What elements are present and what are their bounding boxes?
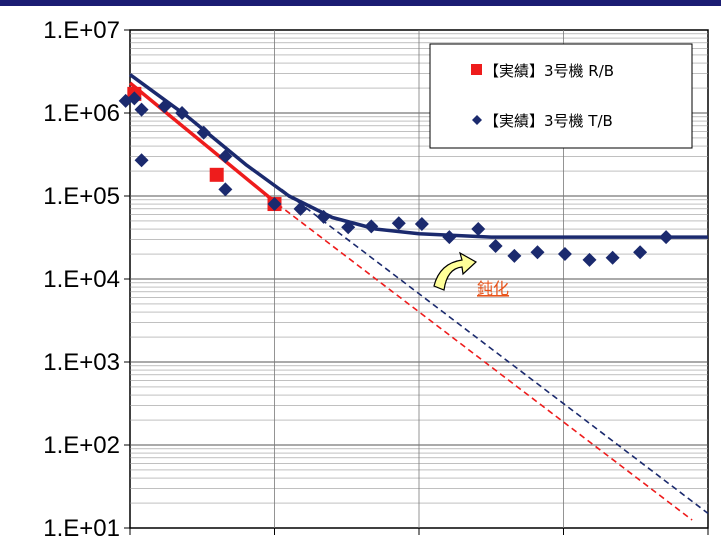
data-point-tb	[127, 91, 142, 106]
data-point-tb	[557, 247, 572, 262]
data-point-tb	[218, 149, 233, 164]
data-point-tb	[507, 248, 522, 263]
annotation-text: 鈍化	[477, 279, 509, 298]
data-point-tb	[134, 153, 149, 168]
data-point-tb	[414, 216, 429, 231]
y-tick-label: 1.E+02	[43, 432, 120, 459]
legend-marker-tb	[472, 115, 482, 125]
legend-label-tb: 【実績】3号機 T/B	[484, 112, 613, 130]
y-tick-label: 1.E+01	[43, 515, 120, 542]
legend: 【実績】3号機 R/B 【実績】3号機 T/B	[429, 43, 693, 149]
data-point-tb	[316, 209, 331, 224]
data-point-tb	[391, 216, 406, 231]
data-point-tb	[134, 102, 149, 117]
legend-label-rb: 【実績】3号機 R/B	[484, 62, 614, 80]
data-point-tb	[530, 245, 545, 260]
extrapolation-line	[276, 203, 693, 521]
data-point-tb	[267, 197, 282, 212]
data-point-tb	[471, 222, 486, 237]
legend-box	[429, 43, 693, 149]
data-point-tb	[157, 99, 172, 114]
y-tick-label: 1.E+07	[43, 17, 120, 44]
data-point-rb	[209, 167, 224, 182]
y-tick-label: 1.E+03	[43, 349, 120, 376]
y-axis: 1.E+07 1.E+06 1.E+05 1.E+04 1.E+03 1.E+02 1.E+…	[43, 17, 130, 542]
data-point-tb	[633, 245, 648, 260]
y-tick-label: 1.E+06	[43, 100, 120, 127]
data-point-tb	[605, 250, 620, 265]
trend-line	[128, 81, 279, 206]
data-point-tb	[582, 252, 597, 267]
data-point-tb	[364, 219, 379, 234]
y-tick-label: 1.E+04	[43, 266, 120, 293]
data-point-tb	[218, 182, 233, 197]
data-point-tb	[442, 230, 457, 245]
top-accent-bar	[0, 0, 721, 6]
data-point-tb	[488, 238, 503, 253]
data-point-tb	[175, 106, 190, 120]
data-point-tb	[293, 201, 308, 216]
legend-marker-rb	[471, 64, 482, 75]
data-points	[118, 86, 674, 267]
y-tick-label: 1.E+05	[43, 183, 120, 210]
data-point-tb	[196, 125, 211, 140]
data-point-tb	[341, 220, 356, 235]
annotation: 鈍化	[433, 251, 509, 298]
data-point-tb	[659, 230, 674, 245]
arrow-icon	[433, 251, 478, 291]
